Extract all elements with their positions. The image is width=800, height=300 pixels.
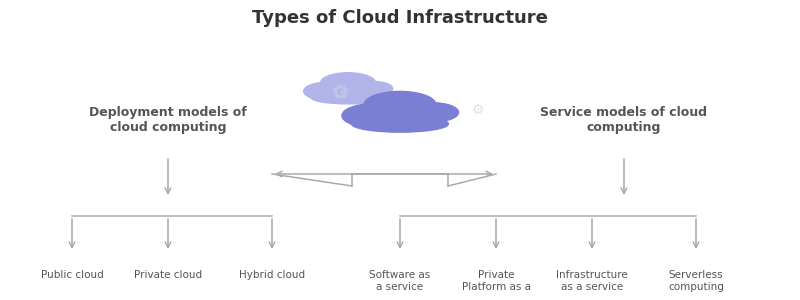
Ellipse shape [352, 116, 449, 132]
Text: ✿: ✿ [332, 83, 348, 102]
Text: Hybrid cloud: Hybrid cloud [239, 270, 305, 280]
Text: Service models of cloud
computing: Service models of cloud computing [541, 106, 707, 134]
Text: ⚙: ⚙ [471, 103, 484, 117]
Text: Software as
a service: Software as a service [370, 270, 430, 292]
Text: Serverless
computing: Serverless computing [668, 270, 724, 292]
Text: ⚙: ⚙ [330, 83, 350, 103]
Text: Private
Platform as a: Private Platform as a [462, 270, 530, 292]
Text: Public cloud: Public cloud [41, 270, 103, 280]
Ellipse shape [311, 91, 385, 104]
Text: Deployment models of
cloud computing: Deployment models of cloud computing [89, 106, 247, 134]
Circle shape [342, 104, 406, 128]
Circle shape [304, 82, 352, 100]
Circle shape [364, 92, 436, 118]
Circle shape [354, 81, 393, 96]
Circle shape [321, 73, 375, 93]
Text: Infrastructure
as a service: Infrastructure as a service [556, 270, 628, 292]
Text: Private cloud: Private cloud [134, 270, 202, 280]
Text: Types of Cloud Infrastructure: Types of Cloud Infrastructure [252, 9, 548, 27]
Circle shape [407, 103, 458, 122]
